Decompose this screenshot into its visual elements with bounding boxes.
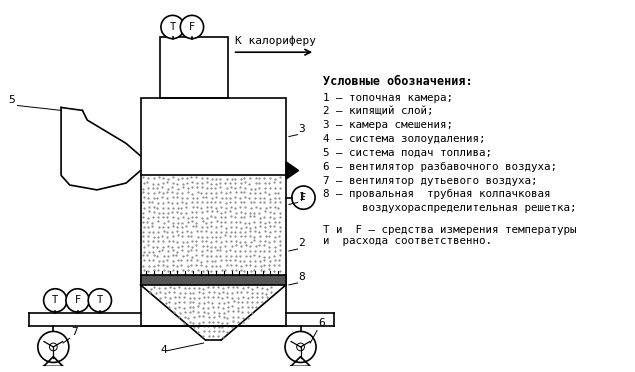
Text: 8 – провальная  трубная колпачковая: 8 – провальная трубная колпачковая (323, 189, 551, 199)
Text: 8: 8 (298, 272, 305, 282)
Circle shape (297, 343, 304, 351)
Text: 4: 4 (160, 345, 167, 355)
Text: 6 – вентилятор разбавочного воздуха;: 6 – вентилятор разбавочного воздуха; (323, 162, 557, 172)
Circle shape (66, 289, 89, 312)
Text: 5 – система подач топлива;: 5 – система подач топлива; (323, 148, 492, 158)
Text: 4 – система золоудаления;: 4 – система золоудаления; (323, 134, 485, 144)
Circle shape (285, 331, 316, 362)
Text: воздухораспределительная решетка;: воздухораспределительная решетка; (323, 203, 577, 213)
Text: F: F (300, 193, 307, 203)
Text: 7 – вентилятор дутьевого воздуха;: 7 – вентилятор дутьевого воздуха; (323, 176, 537, 186)
Circle shape (44, 289, 67, 312)
Text: 6: 6 (318, 318, 324, 328)
Text: Условные обозначения:: Условные обозначения: (323, 76, 472, 89)
Text: T: T (52, 295, 58, 305)
Text: T: T (97, 295, 103, 305)
Circle shape (88, 289, 112, 312)
Text: К калориферу: К калориферу (234, 36, 316, 46)
Text: 1 – топочная камера;: 1 – топочная камера; (323, 93, 453, 103)
Text: 3 – камера смешения;: 3 – камера смешения; (323, 121, 453, 131)
Polygon shape (286, 162, 298, 179)
Text: F: F (74, 295, 81, 305)
Text: 5: 5 (8, 94, 15, 105)
Text: T: T (170, 22, 176, 32)
Text: 2 – кипящий слой;: 2 – кипящий слой; (323, 107, 433, 117)
Circle shape (292, 186, 315, 209)
Text: Т и  F – средства измерения температуры
и  расхода соответственно.: Т и F – средства измерения температуры и… (323, 225, 577, 246)
Circle shape (180, 15, 204, 39)
Text: 7: 7 (70, 327, 77, 337)
Text: 2: 2 (298, 238, 305, 248)
Text: F: F (189, 22, 195, 32)
Text: 1: 1 (298, 192, 305, 202)
Text: 3: 3 (298, 124, 305, 134)
Circle shape (161, 15, 184, 39)
Bar (140, 275, 286, 285)
Circle shape (38, 331, 69, 362)
Circle shape (50, 343, 57, 351)
